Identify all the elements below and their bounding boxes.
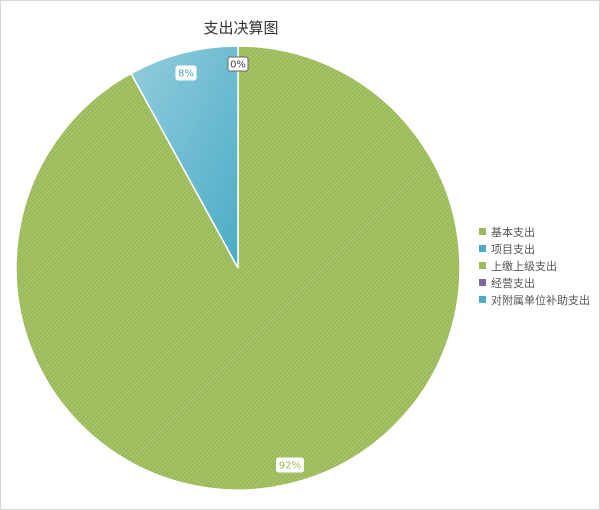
legend: 基本支出项目支出上缴上级支出 经营支出对附属单位补助支出: [479, 223, 590, 308]
legend-item[interactable]: 上缴上级支出: [479, 257, 590, 274]
legend-label: 基本支出: [491, 225, 535, 239]
legend-swatch: [479, 245, 486, 252]
legend-swatch: [479, 279, 486, 286]
legend-swatch: [479, 228, 486, 235]
legend-swatch: [479, 296, 486, 303]
legend-item[interactable]: 基本支出: [479, 223, 590, 240]
legend-item[interactable]: 项目支出: [479, 240, 590, 257]
legend-swatch: [479, 262, 486, 269]
legend-label: 经营支出: [491, 276, 535, 290]
legend-label: 项目支出: [491, 242, 535, 256]
legend-item[interactable]: 对附属单位补助支出: [479, 291, 590, 308]
chart-title: 支出决算图: [203, 19, 279, 37]
data-label-0: 92%: [276, 457, 304, 473]
legend-label: 上缴上级支出: [491, 259, 557, 273]
svg-text:0%: 0%: [230, 60, 246, 71]
svg-text:8%: 8%: [178, 69, 194, 80]
legend-label: 对附属单位补助支出: [491, 293, 590, 307]
pie-slice-1[interactable]: [130, 45, 239, 269]
svg-text:92%: 92%: [279, 461, 301, 472]
data-label-2: 0%: [227, 56, 249, 72]
pie-slice-0[interactable]: [15, 45, 461, 491]
data-label-1: 8%: [175, 65, 197, 81]
legend-item[interactable]: 经营支出: [479, 274, 590, 291]
